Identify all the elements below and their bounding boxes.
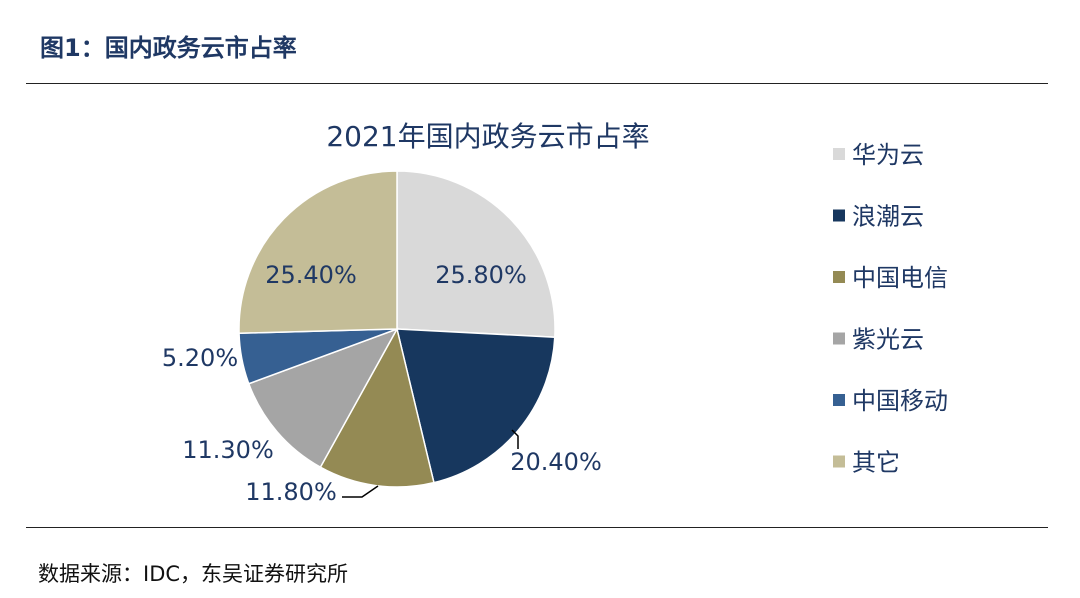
chart-title: 2021年国内政务云市占率 [326, 120, 649, 153]
top-divider [26, 83, 1048, 84]
pie-slice-3 [319, 326, 435, 488]
legend-swatch-4 [833, 332, 845, 345]
data-label-1: 25.80% [435, 261, 527, 289]
data-label-5: 5.20% [162, 344, 238, 372]
data-label-3: 11.80% [245, 478, 337, 506]
bottom-divider [26, 527, 1048, 528]
pie-slice-4 [247, 327, 399, 469]
data-label-4: 11.30% [182, 436, 274, 464]
data-labels: 25.80% 20.40% 11.80% 11.30% 5.20% 25.40% [162, 261, 602, 506]
source-note: 数据来源：IDC，东吴证券研究所 [38, 562, 349, 586]
legend-label-1: 华为云 [852, 141, 924, 169]
legend-swatch-3 [833, 271, 845, 283]
leader-line-3 [342, 485, 379, 498]
pie-slice-1 [396, 170, 556, 338]
pie-slice-2 [396, 328, 556, 484]
pie-slices [238, 170, 556, 488]
legend-swatch-6 [833, 455, 845, 468]
leader-lines [342, 429, 519, 498]
legend-label-4: 紫光云 [852, 326, 924, 354]
legend-swatch-1 [833, 148, 845, 160]
legend-swatch-2 [833, 209, 845, 222]
leader-line-2 [511, 429, 519, 449]
data-label-6: 25.40% [265, 261, 357, 289]
legend-swatch-5 [833, 394, 845, 406]
data-label-2: 20.40% [510, 448, 602, 476]
legend-label-5: 中国移动 [852, 387, 948, 415]
figure-title: 图1：国内政务云市占率 [40, 34, 297, 62]
legend-label-2: 浪潮云 [852, 203, 924, 231]
pie-slice-6 [238, 170, 398, 334]
legend-label-6: 其它 [852, 449, 900, 477]
legend-label-3: 中国电信 [852, 264, 948, 292]
